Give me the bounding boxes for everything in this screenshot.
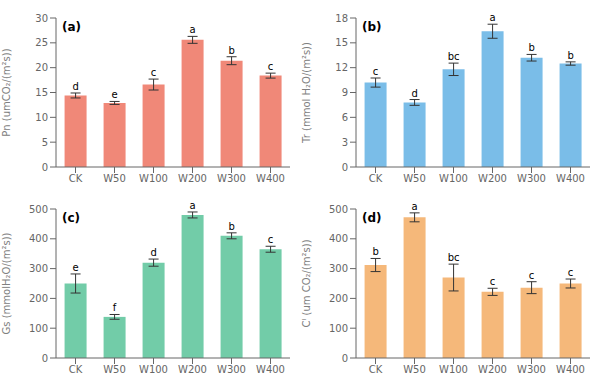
- svg-text:20: 20: [35, 62, 48, 73]
- svg-text:15: 15: [35, 87, 48, 98]
- svg-text:c: c: [490, 276, 496, 287]
- svg-text:9: 9: [342, 87, 348, 98]
- svg-text:e: e: [112, 89, 118, 100]
- svg-text:100: 100: [329, 323, 348, 334]
- svg-text:W100: W100: [439, 173, 468, 184]
- svg-text:W300: W300: [217, 364, 246, 375]
- svg-text:W100: W100: [139, 173, 168, 184]
- html-text:(c): (c): [62, 211, 81, 225]
- svg-text:a: a: [190, 200, 196, 211]
- svg-text:10: 10: [35, 112, 48, 123]
- svg-text:bc: bc: [448, 51, 460, 62]
- svg-text:200: 200: [29, 293, 48, 304]
- svg-text:0: 0: [42, 353, 48, 364]
- svg-text:100: 100: [29, 323, 48, 334]
- svg-text:c: c: [529, 270, 535, 281]
- svg-text:30: 30: [35, 13, 48, 24]
- svg-text:W400: W400: [256, 364, 285, 375]
- svg-text:400: 400: [29, 233, 48, 244]
- svg-text:b: b: [228, 45, 234, 56]
- svg-text:W200: W200: [178, 173, 207, 184]
- svg-text:W50: W50: [103, 173, 126, 184]
- svg-text:c: c: [268, 61, 274, 72]
- svg-text:W50: W50: [403, 364, 426, 375]
- svg-text:W100: W100: [439, 364, 468, 375]
- svg-text:0: 0: [342, 353, 348, 364]
- svg-text:W50: W50: [403, 173, 426, 184]
- svg-text:200: 200: [329, 293, 348, 304]
- svg-text:c: c: [268, 234, 274, 245]
- html-text:(b): (b): [362, 20, 382, 34]
- svg-text:W200: W200: [178, 364, 207, 375]
- svg-text:CK: CK: [69, 364, 83, 375]
- svg-text:W100: W100: [139, 364, 168, 375]
- svg-text:CK: CK: [69, 173, 83, 184]
- svg-text:c: c: [151, 67, 157, 78]
- svg-text:CK: CK: [369, 173, 383, 184]
- svg-text:d: d: [72, 81, 78, 92]
- svg-text:W400: W400: [256, 173, 285, 184]
- svg-text:500: 500: [329, 204, 348, 215]
- svg-text:18: 18: [335, 13, 348, 24]
- svg-text:d: d: [150, 247, 156, 258]
- svg-text:b: b: [372, 246, 378, 257]
- svg-text:3: 3: [342, 137, 348, 148]
- svg-text:b: b: [567, 50, 573, 61]
- svg-text:300: 300: [329, 263, 348, 274]
- svg-text:W400: W400: [556, 173, 585, 184]
- svg-text:W300: W300: [517, 364, 546, 375]
- svg-text:bc: bc: [448, 252, 460, 263]
- svg-text:b: b: [228, 221, 234, 232]
- svg-text:25: 25: [35, 37, 48, 48]
- svg-text:W50: W50: [103, 364, 126, 375]
- svg-text:400: 400: [329, 233, 348, 244]
- html-text:(d): (d): [362, 211, 382, 225]
- svg-text:W200: W200: [478, 173, 507, 184]
- svg-text:CK: CK: [369, 364, 383, 375]
- svg-text:a: a: [412, 201, 418, 212]
- svg-text:a: a: [490, 12, 496, 23]
- svg-text:d: d: [411, 88, 417, 99]
- svg-text:5: 5: [42, 137, 48, 148]
- svg-text:W400: W400: [556, 364, 585, 375]
- svg-text:12: 12: [335, 62, 348, 73]
- svg-text:6: 6: [342, 112, 348, 123]
- svg-text:c: c: [568, 267, 574, 278]
- svg-text:f: f: [113, 302, 117, 313]
- svg-text:b: b: [528, 42, 534, 53]
- svg-text:c: c: [373, 66, 379, 77]
- svg-text:a: a: [190, 24, 196, 35]
- html-text:(a): (a): [62, 20, 82, 34]
- svg-text:W300: W300: [517, 173, 546, 184]
- svg-text:Tr (mmol H₂O/(m²s)): Tr (mmol H₂O/(m²s)): [301, 42, 312, 144]
- svg-text:W300: W300: [217, 173, 246, 184]
- svg-text:Cᴵ (um CO₂/(m²s)): Cᴵ (um CO₂/(m²s)): [301, 239, 312, 327]
- svg-text:0: 0: [42, 162, 48, 173]
- svg-text:0: 0: [342, 162, 348, 173]
- svg-text:e: e: [73, 262, 79, 273]
- svg-text:500: 500: [29, 204, 48, 215]
- svg-text:Gs (mmolH₂O/(m²s)): Gs (mmolH₂O/(m²s)): [8, 232, 12, 334]
- svg-text:15: 15: [335, 37, 348, 48]
- svg-text:W200: W200: [478, 364, 507, 375]
- svg-text:Pn (umCO₂/(m²s)): Pn (umCO₂/(m²s)): [8, 48, 12, 136]
- svg-text:300: 300: [29, 263, 48, 274]
